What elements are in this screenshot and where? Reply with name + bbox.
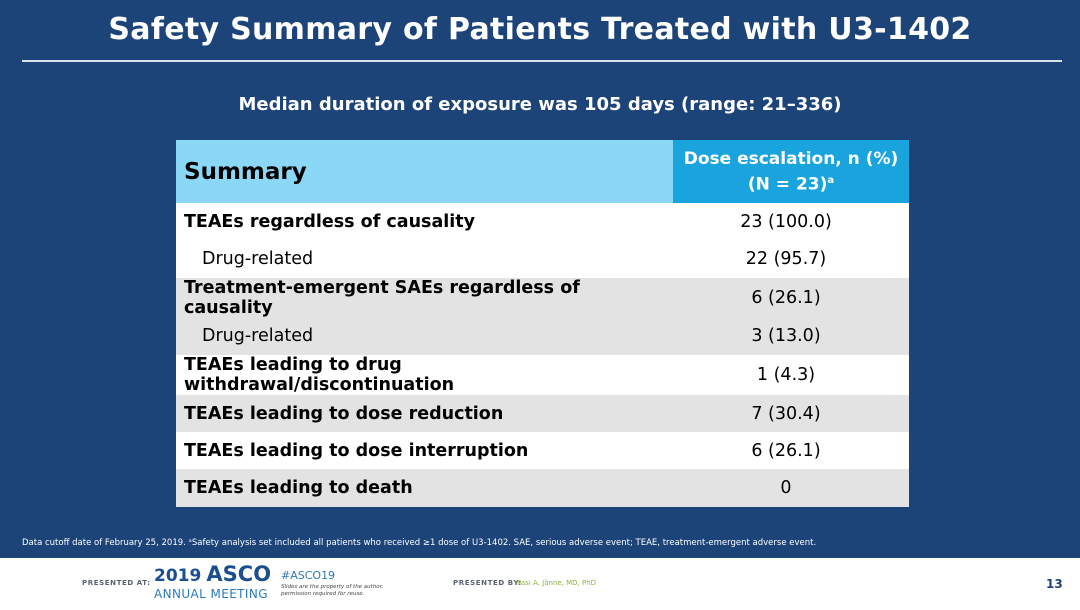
row-label: TEAEs leading to drug withdrawal/discont… xyxy=(176,354,673,395)
row-value: 22 (95.7) xyxy=(673,240,909,278)
logo-year: 2019 xyxy=(154,566,202,586)
title-divider xyxy=(22,60,1062,62)
slide-title: Safety Summary of Patients Treated with … xyxy=(108,12,972,47)
hashtag: #ASCO19 xyxy=(281,569,336,582)
header-dose-escalation: Dose escalation, n (%) (N = 23)a xyxy=(673,140,909,203)
row-label: Drug-related xyxy=(176,240,673,278)
row-value: 6 (26.1) xyxy=(673,432,909,470)
rights-notice: Slides are the property of the author, p… xyxy=(281,584,384,597)
row-value: 7 (30.4) xyxy=(673,394,909,433)
table-row: TEAEs leading to drug withdrawal/discont… xyxy=(176,354,909,395)
row-value: 3 (13.0) xyxy=(673,317,909,355)
logo-brand: ASCO xyxy=(206,562,272,586)
row-label: TEAEs regardless of causality xyxy=(176,203,673,241)
row-label: TEAEs leading to dose interruption xyxy=(176,432,673,470)
footnote: Data cutoff date of February 25, 2019. ᵃ… xyxy=(22,538,817,548)
table-row: Drug-related 3 (13.0) xyxy=(176,317,909,355)
presenter-name: Pasi A. Jänne, MD, PhD xyxy=(517,579,597,587)
table-row: TEAEs leading to dose interruption 6 (26… xyxy=(176,432,909,470)
asco-logo: 2019 ASCO ANNUAL MEETING xyxy=(154,564,271,602)
safety-summary-table: Summary Dose escalation, n (%) (N = 23)a… xyxy=(176,140,909,507)
row-value: 0 xyxy=(673,469,909,507)
row-label: TEAEs leading to dose reduction xyxy=(176,394,673,433)
row-label: Drug-related xyxy=(176,317,673,355)
table-row: TEAEs regardless of causality 23 (100.0) xyxy=(176,203,909,241)
header-dose-line2: (N = 23) xyxy=(747,174,828,195)
logo-subtitle: ANNUAL MEETING xyxy=(154,587,268,601)
row-label: Treatment-emergent SAEs regardless of ca… xyxy=(176,277,673,318)
row-value: 23 (100.0) xyxy=(673,203,909,241)
presented-by-label: PRESENTED BY: xyxy=(453,579,522,587)
page-number: 13 xyxy=(1046,577,1063,591)
header-dose-footnote-mark: a xyxy=(827,174,835,186)
table-row: Drug-related 22 (95.7) xyxy=(176,240,909,278)
row-value: 1 (4.3) xyxy=(673,354,909,395)
header-summary: Summary xyxy=(176,140,673,203)
table-header-row: Summary Dose escalation, n (%) (N = 23)a xyxy=(176,140,909,203)
row-value: 6 (26.1) xyxy=(673,277,909,318)
table-row: TEAEs leading to death 0 xyxy=(176,469,909,507)
row-label: TEAEs leading to death xyxy=(176,469,673,507)
table-row: Treatment-emergent SAEs regardless of ca… xyxy=(176,277,909,318)
footer-bar: PRESENTED AT: 2019 ASCO ANNUAL MEETING #… xyxy=(0,558,1080,610)
slide-subtitle: Median duration of exposure was 105 days… xyxy=(238,94,842,115)
header-dose-line1: Dose escalation, n (%) xyxy=(683,148,899,169)
presented-at-label: PRESENTED AT: xyxy=(82,579,151,587)
table-row: TEAEs leading to dose reduction 7 (30.4) xyxy=(176,394,909,433)
